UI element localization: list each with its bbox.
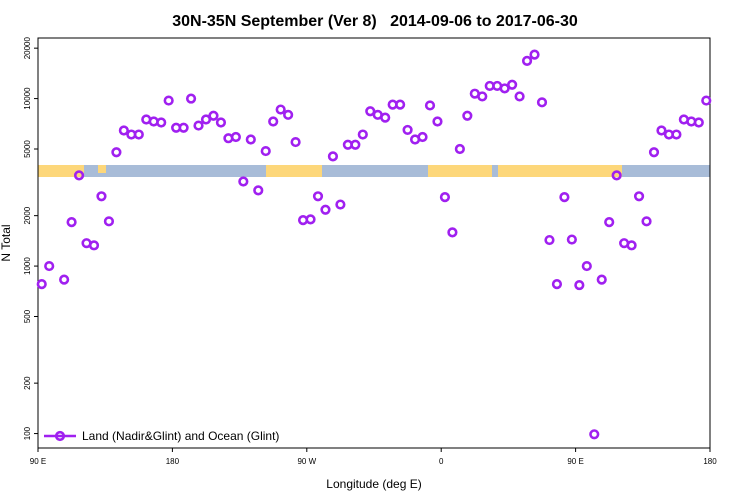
x-tick-label: 90 W xyxy=(297,457,316,466)
point xyxy=(402,124,413,136)
point xyxy=(103,216,115,227)
land-band xyxy=(428,165,492,177)
point xyxy=(290,136,301,148)
point xyxy=(589,429,600,440)
point xyxy=(380,112,391,123)
plot-frame xyxy=(37,37,711,449)
point xyxy=(439,192,451,203)
point xyxy=(574,279,585,291)
point xyxy=(462,110,473,121)
point xyxy=(596,274,607,285)
point xyxy=(208,110,219,121)
point xyxy=(327,151,339,162)
point xyxy=(417,131,428,143)
point xyxy=(529,49,540,60)
point xyxy=(96,191,107,202)
point xyxy=(507,79,518,90)
y-tick-label: 2000 xyxy=(23,206,32,224)
point xyxy=(335,199,346,210)
point xyxy=(238,176,249,187)
point xyxy=(536,97,548,108)
point xyxy=(275,104,286,115)
point xyxy=(320,204,331,215)
y-tick-label: 1000 xyxy=(23,257,32,275)
point xyxy=(268,116,279,127)
point xyxy=(73,170,85,181)
y-axis-label: N Total xyxy=(0,224,13,261)
point xyxy=(454,143,465,155)
point xyxy=(193,120,204,131)
legend-marker xyxy=(54,430,66,442)
point xyxy=(693,117,704,128)
land-band xyxy=(266,165,322,177)
point xyxy=(283,109,294,120)
x-tick-label: 180 xyxy=(703,457,717,466)
land-band xyxy=(498,165,622,177)
y-tick-label: 10000 xyxy=(23,87,32,110)
point xyxy=(36,279,47,290)
point xyxy=(200,114,212,125)
point xyxy=(671,129,682,140)
point xyxy=(88,240,100,251)
point xyxy=(118,125,129,136)
x-tick-label: 0 xyxy=(439,457,444,466)
point xyxy=(395,99,406,110)
y-tick-label: 200 xyxy=(23,376,32,390)
land-band xyxy=(98,165,106,173)
legend-label: Land (Nadir&Glint) and Ocean (Glint) xyxy=(82,429,279,443)
y-tick-label: 5000 xyxy=(23,140,32,158)
point xyxy=(701,95,712,106)
y-tick-label: 500 xyxy=(23,309,32,323)
x-tick-label: 90 E xyxy=(567,457,583,466)
x-axis-label: Longitude (deg E) xyxy=(326,477,421,491)
point xyxy=(253,185,264,196)
point xyxy=(633,191,645,202)
land-ocean-band xyxy=(38,165,710,177)
point xyxy=(215,117,227,128)
x-tick-label: 180 xyxy=(166,457,180,466)
point xyxy=(581,260,592,272)
point xyxy=(544,234,555,246)
point xyxy=(312,191,324,202)
point xyxy=(111,147,122,158)
point xyxy=(305,214,316,225)
point xyxy=(59,274,70,285)
point xyxy=(185,93,197,104)
point xyxy=(447,227,458,238)
point xyxy=(648,147,660,158)
y-tick-label: 20000 xyxy=(23,36,32,59)
y-tick-label: 100 xyxy=(23,426,32,440)
point xyxy=(514,91,525,102)
point xyxy=(611,170,622,181)
chart-title: 30N-35N September (Ver 8) 2014-09-06 to … xyxy=(172,13,578,30)
point xyxy=(357,129,368,140)
point xyxy=(44,260,55,272)
point xyxy=(163,95,174,106)
point xyxy=(230,131,241,143)
point xyxy=(566,234,577,245)
point xyxy=(559,192,570,203)
x-tick-label: 90 E xyxy=(30,457,46,466)
point xyxy=(521,55,533,66)
point xyxy=(245,134,256,145)
point xyxy=(641,216,652,227)
point xyxy=(424,100,436,111)
point xyxy=(350,139,361,150)
point xyxy=(365,106,376,117)
point xyxy=(178,122,189,133)
point xyxy=(656,125,667,136)
point xyxy=(551,279,563,290)
land-band xyxy=(38,165,84,177)
point xyxy=(604,217,615,228)
point xyxy=(260,145,271,157)
point xyxy=(626,240,637,251)
point xyxy=(133,129,144,140)
point xyxy=(156,117,167,128)
point xyxy=(477,91,488,102)
point xyxy=(66,217,77,228)
point xyxy=(432,116,443,127)
point xyxy=(499,83,510,94)
